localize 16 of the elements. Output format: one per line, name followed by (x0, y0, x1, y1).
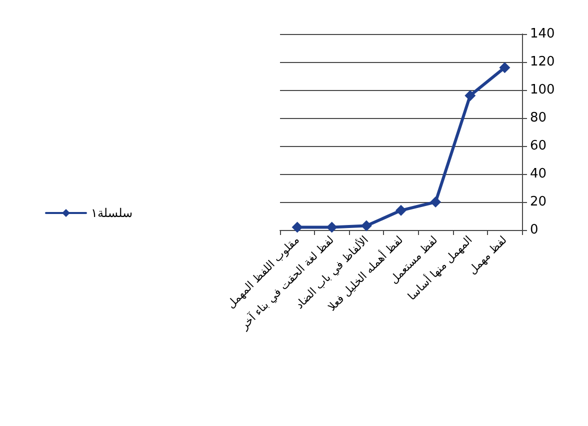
point (360, 220, 372, 232)
y-tick-label: 140 (530, 26, 555, 42)
y-tick-label: 40 (530, 166, 547, 182)
point (396, 204, 406, 216)
point (326, 222, 338, 233)
y-tick-label: 100 (530, 82, 555, 98)
point (464, 90, 476, 102)
y-tick-label: 0 (530, 222, 538, 238)
point (499, 62, 510, 74)
y-tick-label: 80 (530, 110, 547, 126)
legend-label: سلسلة١ (91, 206, 133, 220)
y-tick-label: 120 (530, 54, 555, 70)
y-tick-label: 60 (530, 138, 547, 154)
y-tick-label: 20 (530, 194, 547, 210)
point (292, 222, 303, 233)
point (430, 196, 442, 208)
